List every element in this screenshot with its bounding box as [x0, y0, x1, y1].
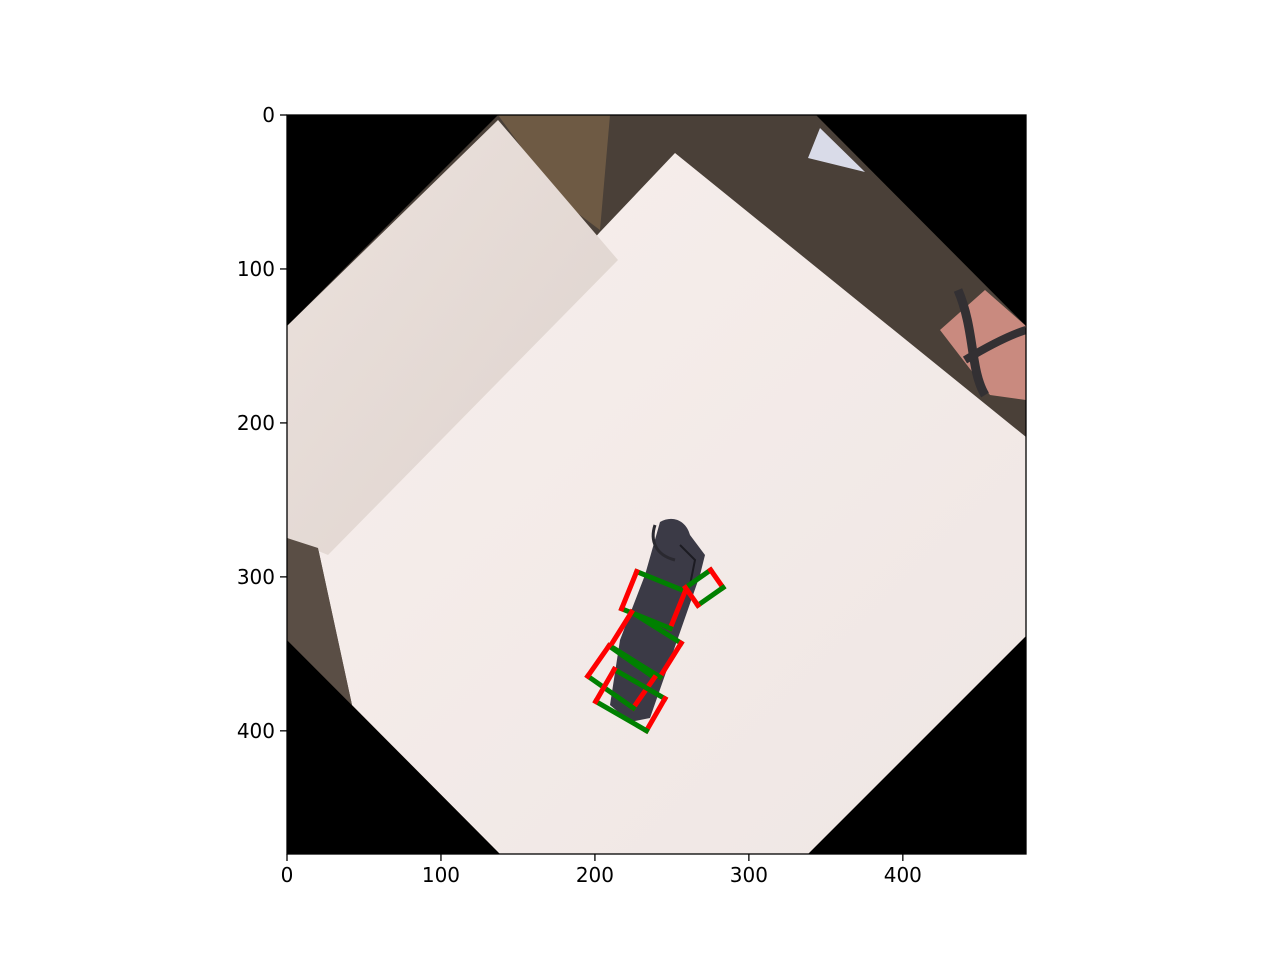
grasp-edge-red: [584, 642, 613, 680]
x-axis-ticks: 0 100 200 300 400: [281, 854, 922, 887]
y-tick-label: 400: [237, 719, 275, 743]
scene-image: [287, 115, 1026, 854]
y-axis-ticks: 0 100 200 300 400: [237, 103, 287, 743]
x-tick-label: 300: [730, 863, 768, 887]
dark-object: [610, 518, 705, 722]
grasp-edge-red: [606, 608, 635, 650]
grasp-edge-red: [656, 639, 685, 681]
box-shadow-edge: [287, 538, 352, 705]
grasp-edge-green: [681, 566, 715, 592]
grasp-edge-red: [681, 584, 702, 609]
grasp-edge-green: [628, 608, 685, 647]
x-tick-label: 0: [281, 863, 294, 887]
grasp-edge-red: [666, 587, 689, 632]
sandal-foot: [940, 288, 1026, 400]
axes-frame: [286, 114, 1027, 855]
grasp-edge-green: [592, 698, 650, 735]
x-tick-label: 100: [422, 863, 460, 887]
x-tick-label: 200: [576, 863, 614, 887]
cardboard-box: [498, 115, 610, 230]
y-tick-label: 300: [237, 565, 275, 589]
grasp-edge-green: [610, 666, 669, 703]
x-tick-label: 400: [884, 863, 922, 887]
grasp-edge-red: [592, 666, 618, 705]
grasp-edge-red: [643, 695, 669, 735]
grasp-edge-green: [584, 672, 637, 712]
light-object-top-right: [808, 128, 865, 172]
grasp-edge-green: [694, 584, 727, 609]
grasp-edge-green: [605, 642, 658, 682]
grasp-edge-green: [633, 568, 689, 595]
y-tick-label: 0: [262, 103, 275, 127]
grasp-edge-red: [707, 566, 727, 592]
y-tick-label: 100: [237, 257, 275, 281]
grasp-rectangles: [584, 566, 727, 735]
grasp-edge-red: [618, 568, 640, 612]
grasp-edge-red: [629, 674, 658, 712]
y-tick-label: 200: [237, 411, 275, 435]
white-box: [287, 120, 618, 555]
white-table: [318, 153, 1026, 854]
